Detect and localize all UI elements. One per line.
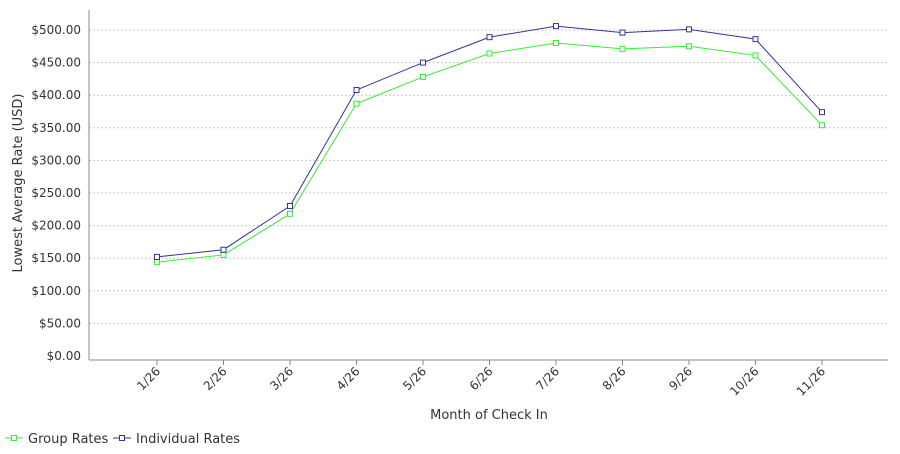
data-point-individual-rates <box>819 109 825 116</box>
data-point-group-rates <box>686 43 692 50</box>
data-point-individual-rates <box>686 26 692 33</box>
legend-marker-individual-rates <box>119 435 125 441</box>
y-tick-label: $250.00 <box>31 186 81 200</box>
y-tick-label: $350.00 <box>31 121 81 135</box>
x-tick-label: 9/26 <box>666 364 695 393</box>
axes <box>88 10 888 361</box>
y-tick-labels: $0.00 $50.00 $100.00 $150.00 $200.00 $250.00 $… <box>31 23 81 363</box>
x-tick-labels: 1/26 2/26 3/26 4/26 5/26 6/26 7/26 8/26 9/26 10/2… <box>134 360 828 399</box>
data-point-group-rates <box>220 251 227 258</box>
data-point-individual-rates <box>220 246 227 253</box>
x-tick-label: 8/26 <box>600 364 629 393</box>
series-lines <box>154 23 825 266</box>
data-point-group-rates <box>752 52 759 59</box>
data-point-individual-rates <box>353 86 360 93</box>
y-axis-title: Lowest Average Rate (USD) <box>11 94 26 273</box>
y-tick-label: $100.00 <box>31 284 81 298</box>
series-individual-rates <box>154 23 825 260</box>
x-tick-label: 10/26 <box>727 364 761 398</box>
data-point-individual-rates <box>154 253 160 260</box>
legend-item-group-rates: Group Rates <box>5 432 109 447</box>
y-tick-label: $50.00 <box>39 316 81 330</box>
data-point-group-rates <box>353 100 360 107</box>
data-point-individual-rates <box>619 29 626 36</box>
x-tick-label: 4/26 <box>334 364 363 393</box>
data-point-individual-rates <box>486 34 493 41</box>
legend-label-individual-rates: Individual Rates <box>136 432 240 447</box>
x-tick-label: 3/26 <box>267 364 296 393</box>
x-tick-label: 7/26 <box>533 364 562 393</box>
legend: Group Rates Individual Rates <box>5 432 240 447</box>
y-tick-label: $450.00 <box>31 56 81 70</box>
y-tick-label: $300.00 <box>31 153 81 167</box>
data-point-individual-rates <box>752 36 759 43</box>
legend-label-group-rates: Group Rates <box>28 432 109 447</box>
series-group-rates <box>154 40 825 266</box>
grid-lines <box>89 29 888 324</box>
data-point-group-rates <box>486 50 493 57</box>
data-point-group-rates <box>619 45 626 52</box>
data-point-group-rates <box>420 73 426 80</box>
data-point-group-rates <box>819 122 825 129</box>
y-tick-label: $0.00 <box>47 349 81 363</box>
series-line-group-rates <box>156 42 823 263</box>
x-tick-label: 6/26 <box>467 364 496 393</box>
series-line-individual-rates <box>156 25 823 258</box>
data-point-group-rates <box>154 259 160 266</box>
y-tick-label: $200.00 <box>31 219 81 233</box>
y-tick-label: $400.00 <box>31 88 81 102</box>
x-tick-label: 1/26 <box>134 364 163 393</box>
data-point-group-rates <box>287 210 293 217</box>
y-tick-label: $500.00 <box>31 23 81 37</box>
x-tick-label: 11/26 <box>794 364 828 398</box>
data-point-individual-rates <box>553 23 559 30</box>
legend-marker-group-rates <box>11 435 17 441</box>
data-point-individual-rates <box>287 203 293 210</box>
x-tick-label: 2/26 <box>201 364 230 393</box>
data-point-group-rates <box>553 40 559 47</box>
y-tick-label: $150.00 <box>31 251 81 265</box>
x-tick-label: 5/26 <box>400 364 429 393</box>
legend-item-individual-rates: Individual Rates <box>113 432 240 447</box>
x-axis-title: Month of Check In <box>430 408 548 423</box>
data-point-individual-rates <box>420 59 426 66</box>
